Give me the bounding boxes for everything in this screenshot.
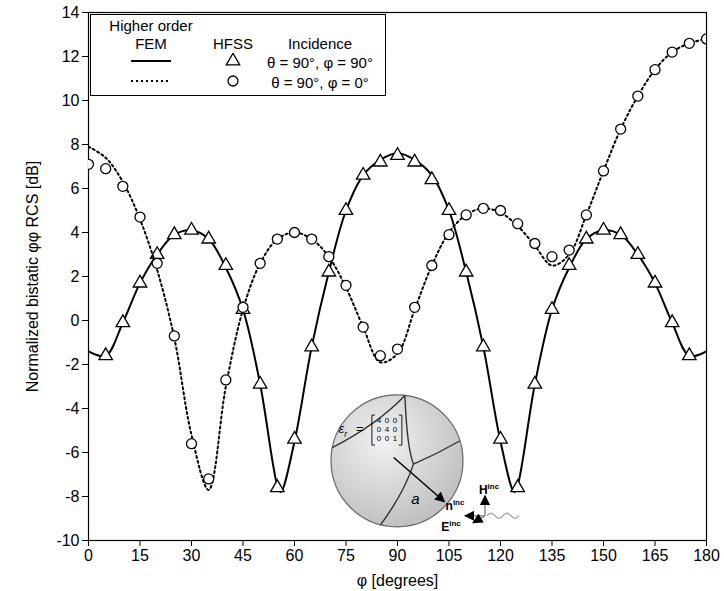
svg-text:Hinc: Hinc (479, 482, 500, 497)
svg-text:10: 10 (62, 92, 80, 109)
html-text:θ = 90°, φ = 90°: θ = 90°, φ = 90° (267, 54, 373, 71)
svg-text:4: 4 (377, 416, 382, 425)
svg-text:4: 4 (385, 425, 390, 434)
svg-text:-4: -4 (65, 400, 79, 417)
svg-text:135: 135 (539, 547, 566, 564)
svg-text:0: 0 (71, 312, 80, 329)
svg-text:0: 0 (385, 434, 390, 443)
svg-text:180: 180 (693, 547, 720, 564)
html-text:HFSS: HFSS (213, 35, 253, 52)
html-text:Incidence: Incidence (287, 35, 353, 52)
svg-text:150: 150 (590, 547, 617, 564)
svg-text:12: 12 (62, 48, 80, 65)
svg-text:75: 75 (337, 547, 355, 564)
svg-text:0: 0 (377, 425, 382, 434)
svg-text:0: 0 (385, 416, 390, 425)
svg-text:165: 165 (642, 547, 669, 564)
svg-text:a: a (411, 490, 419, 507)
svg-text:14: 14 (62, 4, 80, 21)
svg-text:15: 15 (131, 547, 149, 564)
svg-text:4: 4 (71, 224, 80, 241)
svg-text:6: 6 (71, 180, 80, 197)
svg-text:Einc: Einc (441, 519, 461, 534)
svg-text:ninc: ninc (446, 498, 465, 513)
svg-text:εr: εr (339, 421, 349, 439)
svg-text:120: 120 (487, 547, 514, 564)
svg-text:-8: -8 (65, 488, 79, 505)
html-text:θ = 90°, φ = 0°: θ = 90°, φ = 0° (271, 74, 369, 91)
svg-text:105: 105 (436, 547, 463, 564)
svg-text:1: 1 (393, 434, 398, 443)
svg-text:60: 60 (286, 547, 304, 564)
svg-text:φ [degrees]: φ [degrees] (357, 572, 439, 589)
svg-text:-6: -6 (65, 444, 79, 461)
svg-text:30: 30 (183, 547, 201, 564)
svg-text:-2: -2 (65, 356, 79, 373)
svg-text:2: 2 (71, 268, 80, 285)
svg-text:8: 8 (71, 136, 80, 153)
svg-text:0: 0 (84, 547, 93, 564)
svg-text:45: 45 (234, 547, 252, 564)
svg-text:-10: -10 (56, 532, 79, 549)
svg-text:0: 0 (393, 425, 398, 434)
svg-text:0: 0 (393, 416, 398, 425)
svg-text:90: 90 (389, 547, 407, 564)
svg-text:0: 0 (377, 434, 382, 443)
svg-text:=: = (356, 421, 364, 436)
html-text:Higher order FEM: Higher order FEM (109, 17, 193, 52)
svg-text:Normalized bistatic φφ RCS [dB: Normalized bistatic φφ RCS [dB] (24, 161, 41, 392)
